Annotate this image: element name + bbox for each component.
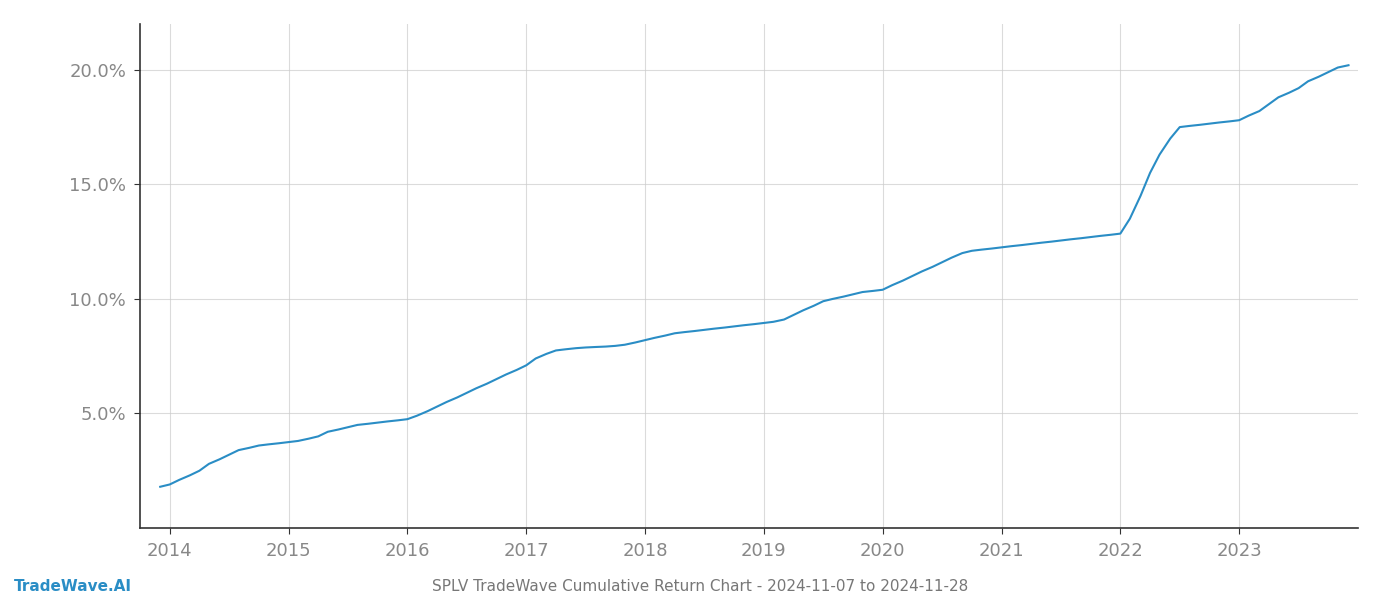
Text: SPLV TradeWave Cumulative Return Chart - 2024-11-07 to 2024-11-28: SPLV TradeWave Cumulative Return Chart -… (431, 579, 969, 594)
Text: TradeWave.AI: TradeWave.AI (14, 579, 132, 594)
